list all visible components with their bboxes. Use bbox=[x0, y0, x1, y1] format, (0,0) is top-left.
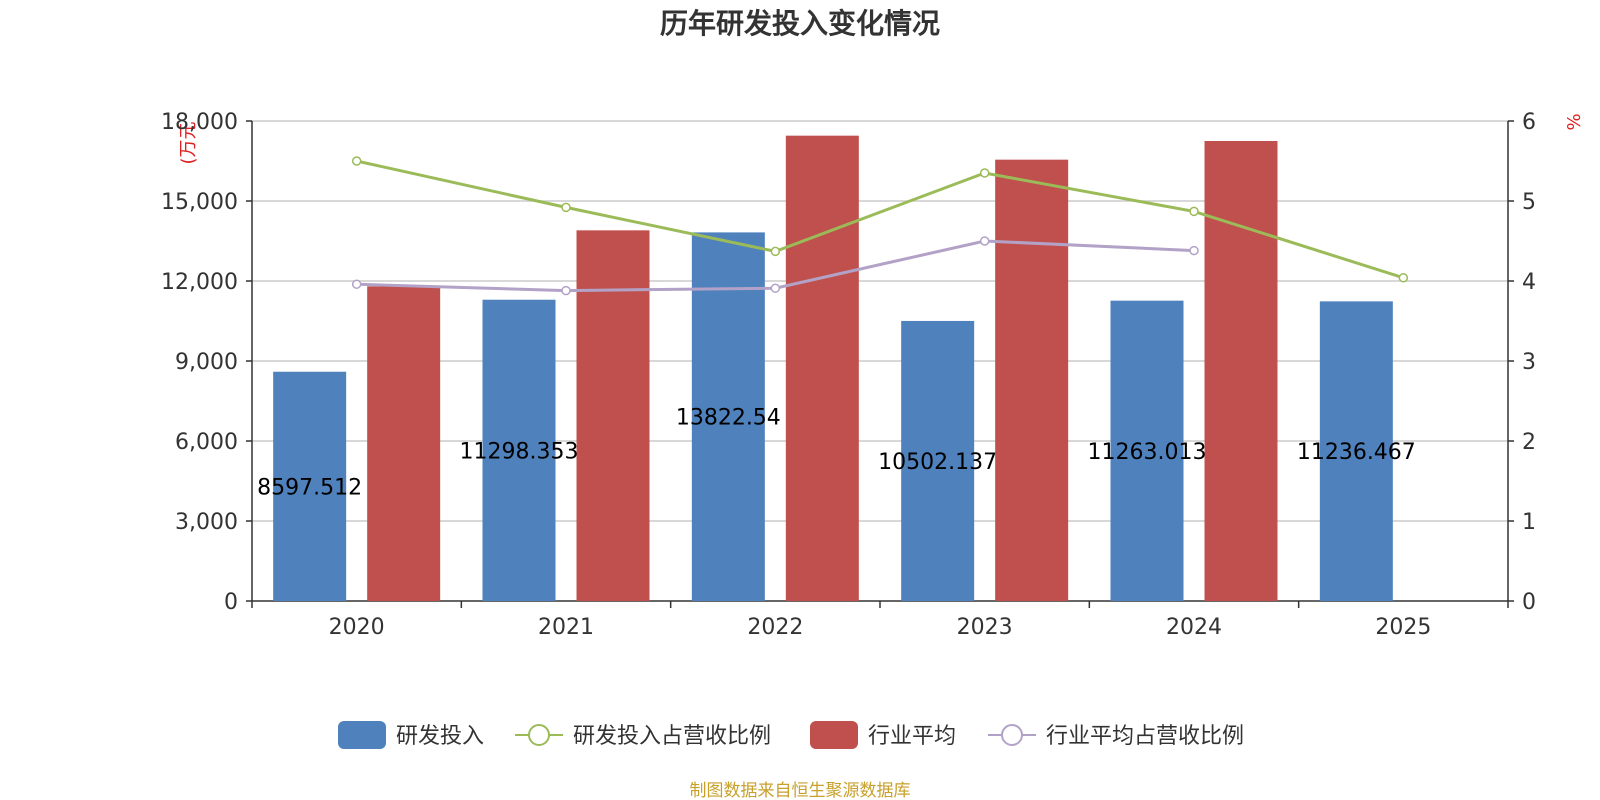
point-industry-ratio bbox=[770, 283, 781, 293]
legend: 研发投入 研发投入占营收比例 行业平均 行业平均占营收比例 bbox=[338, 721, 1244, 749]
right-tick-label: 1 bbox=[1522, 510, 1536, 535]
point-industry-ratio bbox=[979, 236, 990, 246]
bar-industry-average bbox=[367, 286, 441, 601]
left-tick-label: 0 bbox=[224, 590, 238, 615]
lines bbox=[351, 156, 1409, 296]
data-label: 10502.137 bbox=[878, 450, 997, 475]
x-tick-label: 2024 bbox=[1166, 615, 1222, 640]
left-tick-label: 12,000 bbox=[161, 270, 238, 295]
point-rd-ratio bbox=[561, 202, 571, 213]
x-tick-label: 2022 bbox=[747, 615, 803, 640]
left-tick-label: 15,000 bbox=[161, 190, 238, 215]
legend-label: 行业平均 bbox=[868, 724, 956, 749]
data-labels: 8597.512 11298.353 13822.54 10502.137 11263.… bbox=[257, 406, 1416, 501]
bar-industry-average bbox=[785, 135, 859, 601]
data-label: 11236.467 bbox=[1297, 440, 1416, 465]
data-label: 13822.54 bbox=[676, 406, 781, 431]
x-tick-label: 2025 bbox=[1375, 615, 1431, 640]
data-label: 11298.353 bbox=[460, 439, 579, 464]
legend-label: 研发投入 bbox=[396, 724, 484, 749]
point-industry-ratio bbox=[561, 285, 571, 296]
left-tick-label: 3,000 bbox=[175, 510, 238, 535]
point-rd-ratio bbox=[351, 156, 362, 166]
bar-rd-investment bbox=[1319, 301, 1393, 601]
left-tick-label: 18,000 bbox=[161, 110, 238, 135]
bar-rd-investment bbox=[273, 371, 347, 601]
left-tick-label: 6,000 bbox=[175, 430, 238, 455]
bar-industry-average bbox=[1204, 141, 1278, 601]
bar-industry-average bbox=[576, 230, 650, 602]
legend-label: 行业平均占营收比例 bbox=[1046, 724, 1244, 749]
right-tick-label: 4 bbox=[1522, 270, 1536, 295]
source-note: 制图数据来自恒生聚源数据库 bbox=[690, 781, 911, 800]
data-label: 11263.013 bbox=[1088, 440, 1207, 465]
point-rd-ratio bbox=[979, 168, 990, 178]
gridlines bbox=[252, 120, 1508, 522]
bars bbox=[273, 135, 1393, 602]
data-label: 8597.512 bbox=[257, 475, 362, 500]
right-tick-label: 5 bbox=[1522, 190, 1536, 215]
line-rd-ratio bbox=[356, 159, 1404, 280]
point-rd-ratio bbox=[1398, 273, 1409, 283]
left-tick-label: 9,000 bbox=[175, 350, 238, 375]
point-industry-ratio bbox=[351, 279, 362, 289]
bar-industry-average bbox=[995, 159, 1069, 601]
point-rd-ratio bbox=[1189, 206, 1199, 217]
bar-rd-investment bbox=[1110, 300, 1184, 601]
right-tick-label: 0 bbox=[1522, 590, 1536, 615]
right-tick-label: 3 bbox=[1522, 350, 1536, 375]
bar-rd-investment bbox=[691, 232, 765, 601]
left-axis-unit: (万元 bbox=[178, 121, 199, 164]
x-tick-label: 2020 bbox=[329, 615, 385, 640]
bar-rd-investment bbox=[482, 299, 556, 601]
chart-title: 历年研发投入变化情况 bbox=[660, 7, 940, 40]
legend-marker bbox=[1001, 724, 1023, 746]
bar-rd-investment bbox=[901, 320, 975, 601]
x-tick-label: 2021 bbox=[538, 615, 594, 640]
right-tick-label: 6 bbox=[1522, 110, 1536, 135]
x-tick-label: 2023 bbox=[957, 615, 1013, 640]
legend-marker bbox=[528, 724, 550, 746]
point-rd-ratio bbox=[770, 246, 781, 257]
right-tick-label: 2 bbox=[1522, 430, 1536, 455]
point-industry-ratio bbox=[1189, 245, 1199, 256]
legend-swatch bbox=[810, 721, 858, 749]
axes: 0 3,000 6,000 9,000 12,000 15,000 18,000 0 1 2 3 4 5… bbox=[161, 110, 1536, 640]
legend-label: 研发投入占营收比例 bbox=[573, 724, 771, 749]
right-axis-unit: % bbox=[1564, 113, 1585, 130]
legend-swatch bbox=[338, 721, 386, 749]
